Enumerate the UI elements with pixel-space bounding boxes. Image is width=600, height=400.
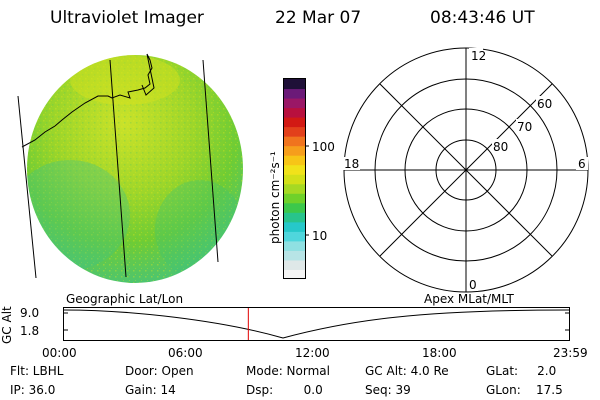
hour-label-18: 18	[344, 157, 359, 171]
color-bar-band	[284, 259, 305, 270]
time-tick-0600: 06:00	[168, 346, 203, 360]
time-tick-2359: 23:59	[553, 346, 588, 360]
filter-label: Flt: LBHL	[10, 364, 64, 378]
color-bar-band	[284, 126, 305, 137]
polar-axis	[379, 83, 553, 257]
earth-image	[17, 53, 243, 283]
hour-label-0: 0	[469, 278, 477, 292]
color-bar-gradient	[284, 79, 305, 280]
glon-label: GLon: 17.5	[486, 383, 563, 397]
polar-plot: 12 18 6 0 60 70 80	[342, 47, 589, 293]
instrument-title: Ultraviolet Imager	[50, 8, 204, 28]
color-bar-band	[284, 88, 305, 99]
coastline	[21, 53, 155, 148]
time-tick-0000: 00:00	[42, 346, 77, 360]
mode-label: Mode: Normal	[246, 364, 330, 378]
gc-alt-label: GC Alt: 4.0 Re	[365, 364, 449, 378]
color-bar-band	[284, 98, 305, 109]
color-bar-band	[284, 269, 305, 280]
color-bar-band	[284, 202, 305, 213]
color-bar-band	[284, 183, 305, 194]
color-bar-band	[284, 250, 305, 261]
color-bar-band	[284, 174, 305, 185]
gc-alt-tick-low: 1.8	[20, 324, 40, 338]
gc-alt-tick-high: 9.0	[20, 306, 40, 320]
lat-label-80: 80	[493, 140, 508, 154]
colorbar-tick-100: 100	[312, 140, 335, 154]
orbit-timeline	[63, 307, 570, 341]
color-bar-band	[284, 231, 305, 242]
orbit-altitude-curve	[63, 309, 570, 339]
hour-label-6: 6	[578, 157, 586, 171]
lat-label-60: 60	[537, 97, 552, 111]
time-tick-1800: 18:00	[422, 346, 457, 360]
meridian-line	[109, 59, 127, 278]
color-bar-band	[284, 240, 305, 251]
color-bar-band	[284, 136, 305, 147]
color-bar-band	[284, 155, 305, 166]
color-bar-band	[284, 107, 305, 118]
apex-label: Apex MLat/MLT	[424, 292, 514, 306]
color-bar-band	[284, 221, 305, 232]
time-label: 08:43:46 UT	[430, 8, 535, 28]
meridian-line	[202, 59, 219, 263]
color-bar-band	[284, 193, 305, 204]
geographic-label: Geographic Lat/Lon	[66, 292, 184, 306]
time-tick-1200: 12:00	[295, 346, 330, 360]
color-bar	[283, 78, 309, 280]
colorbar-unit-label: photon cm⁻²s⁻¹	[268, 151, 282, 244]
colorbar-tick-10: 10	[312, 229, 328, 243]
color-bar-band	[284, 164, 305, 175]
lat-label-70: 70	[517, 120, 532, 134]
hour-label-12: 12	[471, 49, 486, 63]
color-bar-band	[284, 117, 305, 128]
color-bar-band	[284, 145, 305, 156]
gain-label: Gain: 14	[125, 383, 176, 397]
meridian-line	[17, 95, 37, 279]
glat-label: GLat: 2.0	[486, 364, 557, 378]
color-bar-band	[284, 79, 305, 90]
color-bar-band	[284, 212, 305, 223]
seq-label: Seq: 39	[365, 383, 411, 397]
ip-label: IP: 36.0	[10, 383, 56, 397]
date-label: 22 Mar 07	[275, 8, 362, 28]
dsp-label: Dsp: 0.0	[246, 383, 323, 397]
door-label: Door: Open	[125, 364, 194, 378]
